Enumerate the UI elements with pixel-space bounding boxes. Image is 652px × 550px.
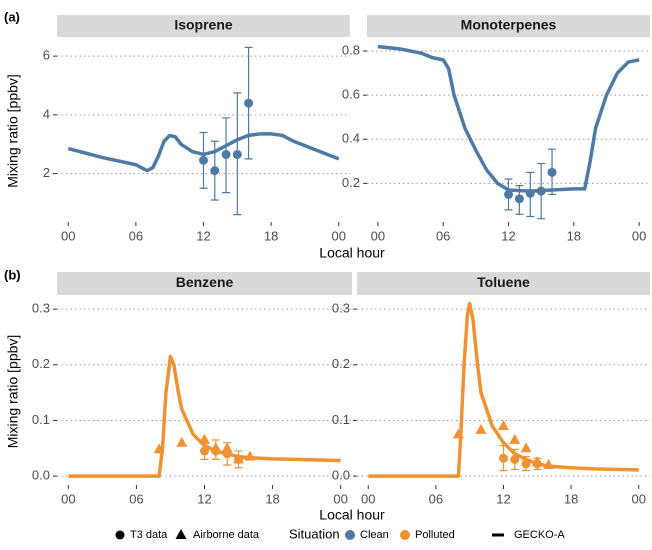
x-tick-label: 00	[371, 228, 385, 243]
legend-label: Polluted	[415, 529, 455, 541]
model-line	[67, 132, 340, 173]
legend-label: GECKO-A	[514, 529, 565, 541]
strip	[357, 272, 650, 295]
legend-label: T3 data	[130, 529, 168, 541]
legend-key	[175, 529, 187, 539]
panel-label: (a)	[4, 9, 20, 24]
airborne-point	[233, 453, 245, 464]
airborne-point	[498, 420, 509, 431]
t3-point	[244, 98, 254, 108]
airborne-point	[531, 456, 543, 467]
y-tick-label: 0.2	[32, 356, 50, 371]
y-tick-label: 0.6	[342, 87, 360, 102]
strip-title: Toluene	[477, 274, 530, 290]
x-axis-label: Local hour	[319, 245, 385, 261]
y-tick-label: 0.3	[32, 301, 50, 316]
airborne-point	[153, 443, 165, 454]
x-tick-label: 18	[564, 491, 578, 506]
strip-title: Isoprene	[174, 17, 233, 33]
airborne-point	[520, 442, 532, 453]
t3-point	[499, 453, 508, 463]
x-tick-label: 06	[429, 491, 443, 506]
airborne-point	[221, 442, 233, 453]
legend-key	[400, 530, 410, 540]
t3-point	[221, 149, 231, 159]
y-tick-label: 6	[43, 48, 50, 63]
x-tick-label: 00	[61, 491, 75, 506]
y-tick-label: 0.2	[342, 175, 360, 190]
x-tick-label: 06	[436, 228, 450, 243]
y-tick-label: 2	[43, 165, 50, 180]
legend-key	[115, 530, 125, 540]
y-tick-label: 0.1	[32, 412, 50, 427]
airborne-point	[509, 433, 521, 444]
x-tick-label: 00	[631, 491, 645, 506]
strip	[367, 15, 650, 37]
y-tick-label: 0.2	[332, 356, 350, 371]
strip-title: Benzene	[176, 274, 234, 290]
t3-point	[521, 459, 531, 469]
t3-point	[210, 166, 220, 176]
x-tick-label: 12	[496, 491, 510, 506]
model-line	[377, 44, 640, 193]
t3-point	[547, 167, 557, 177]
y-tick-label: 0.3	[332, 301, 350, 316]
x-tick-label: 18	[264, 228, 278, 243]
strip	[57, 15, 350, 37]
x-tick-label: 18	[265, 491, 279, 506]
x-tick-label: 06	[129, 491, 143, 506]
airborne-point	[452, 428, 464, 439]
x-tick-label: 12	[501, 228, 515, 243]
panel-label: (b)	[4, 267, 21, 282]
airborne-point	[475, 423, 487, 434]
y-axis-label: Mixing ratio [ppbv]	[5, 335, 21, 449]
y-tick-label: 0.8	[342, 42, 360, 57]
x-tick-label: 00	[632, 228, 646, 243]
x-tick-label: 18	[567, 228, 581, 243]
airborne-point	[176, 436, 188, 447]
t3-point	[514, 194, 524, 204]
model-line	[68, 354, 341, 478]
strip	[57, 272, 352, 295]
y-tick-label: 0.0	[32, 468, 50, 483]
x-tick-label: 00	[333, 491, 347, 506]
t3-point	[536, 186, 546, 196]
x-tick-label: 12	[197, 491, 211, 506]
strip-title: Monoterpenes	[461, 17, 557, 33]
y-tick-label: 0.1	[332, 412, 350, 427]
y-tick-label: 4	[43, 106, 50, 121]
t3-point	[510, 454, 520, 464]
x-tick-label: 00	[331, 228, 345, 243]
t3-point	[200, 446, 209, 456]
legend-title: Situation	[289, 526, 340, 541]
y-tick-label: 0.0	[332, 468, 350, 483]
y-tick-label: 0.4	[342, 131, 360, 146]
t3-point	[504, 189, 513, 199]
legend-label: Clean	[360, 529, 389, 541]
airborne-point	[199, 433, 210, 444]
t3-point	[232, 149, 242, 159]
x-tick-label: 12	[196, 228, 210, 243]
airborne-point	[210, 442, 222, 453]
airborne-point	[543, 458, 555, 469]
x-tick-label: 06	[129, 228, 143, 243]
y-axis-label: Mixing ratio [ppbv]	[5, 74, 21, 188]
x-tick-label: 00	[61, 228, 75, 243]
legend-key	[345, 530, 355, 540]
airborne-point	[244, 450, 256, 461]
x-tick-label: 00	[361, 491, 375, 506]
t3-point	[199, 155, 208, 165]
x-axis-label: Local hour	[319, 507, 385, 523]
legend-label: Airborne data	[193, 529, 260, 541]
t3-point	[525, 188, 535, 198]
